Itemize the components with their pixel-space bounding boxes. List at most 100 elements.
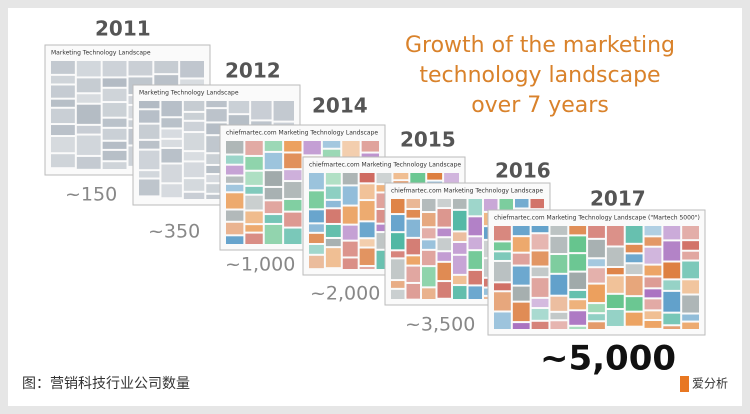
logo-block	[154, 75, 179, 88]
logo-block	[625, 264, 643, 275]
logo-block	[325, 200, 341, 208]
logo-block	[494, 242, 511, 251]
logo-block	[183, 162, 205, 178]
logo-block	[663, 313, 681, 325]
caption: 图：营销科技行业公司数量	[22, 376, 190, 392]
logo-block	[625, 297, 643, 311]
logo-block	[606, 226, 624, 246]
logo-block	[251, 101, 272, 120]
count-label: ~5,000	[540, 339, 676, 379]
logo-block	[264, 201, 283, 214]
logo-block	[484, 199, 498, 211]
logo-block	[76, 94, 101, 103]
logo-block	[309, 233, 324, 243]
logo-block	[102, 162, 127, 169]
logo-block	[512, 266, 530, 285]
logo-block	[102, 103, 127, 117]
logo-block	[309, 255, 324, 269]
logo-block	[422, 213, 436, 227]
logo-block	[102, 128, 127, 140]
logo-block	[515, 199, 529, 208]
logo-block	[284, 153, 302, 169]
logo-block	[161, 148, 182, 163]
logo-block	[606, 309, 624, 326]
logo-block	[453, 232, 467, 241]
logo-block	[644, 321, 662, 328]
logo-block	[494, 312, 511, 329]
logo-block	[359, 201, 375, 221]
logo-block	[550, 236, 568, 254]
logo-block	[226, 141, 244, 154]
logo-block	[322, 141, 341, 148]
logo-block	[76, 104, 101, 124]
logo-block	[342, 241, 358, 257]
logo-block	[550, 321, 568, 329]
logo-block	[512, 253, 530, 265]
year-label: 2014	[312, 94, 368, 118]
logo-block	[342, 225, 358, 240]
logo-block	[588, 259, 605, 267]
logo-block	[226, 236, 244, 244]
logo-block	[569, 311, 587, 325]
logo-block	[226, 193, 244, 209]
logo-block	[342, 173, 358, 185]
logo-block	[206, 165, 227, 174]
logo-block	[391, 199, 405, 214]
logo-block	[512, 302, 530, 322]
logo-block	[531, 278, 549, 297]
logo-block	[245, 195, 263, 210]
logo-block	[325, 186, 341, 199]
logo-block	[406, 266, 420, 282]
logo-block	[76, 61, 101, 77]
thumbnail-header: Marketing Technology Landscape	[139, 90, 239, 97]
logo-block	[376, 173, 392, 184]
logo-block	[550, 274, 568, 295]
logo-block	[406, 199, 420, 208]
logo-block	[139, 124, 160, 139]
logo-block	[359, 266, 375, 269]
logo-block	[325, 248, 341, 268]
logo-block	[663, 326, 681, 329]
logo-block	[361, 141, 379, 152]
logo-block	[245, 186, 263, 194]
logo-block	[530, 199, 544, 209]
logo-block	[264, 141, 283, 151]
logo-block	[76, 125, 101, 134]
logo-block	[453, 210, 467, 231]
year-label: 2015	[400, 128, 456, 152]
logo-block	[139, 179, 160, 196]
logo-block	[682, 261, 699, 279]
logo-block	[406, 219, 420, 237]
logo-block	[468, 237, 482, 250]
logo-block	[644, 265, 662, 276]
logo-block	[183, 133, 205, 151]
logo-block	[588, 239, 605, 258]
logo-block	[226, 176, 244, 183]
logo-block	[625, 244, 643, 253]
logo-block	[644, 277, 662, 288]
logo-block	[325, 238, 341, 247]
logo-block	[309, 210, 324, 223]
logo-block	[391, 251, 405, 258]
logo-block	[245, 211, 263, 224]
logo-block	[154, 61, 179, 74]
logo-block	[102, 141, 127, 149]
logo-block	[359, 239, 375, 247]
logo-block	[309, 173, 324, 190]
logo-block	[76, 78, 101, 93]
logo-block	[588, 304, 605, 313]
logo-block	[391, 281, 405, 288]
logo-block	[663, 280, 681, 290]
logo-block	[606, 268, 624, 275]
logo-block	[453, 242, 467, 254]
logo-block	[588, 314, 605, 321]
logo-block	[51, 108, 75, 124]
logo-block	[531, 298, 549, 308]
logo-block	[264, 224, 283, 244]
logo-block	[406, 283, 420, 299]
logo-block	[569, 300, 587, 310]
logo-block	[437, 262, 451, 281]
logo-block	[437, 282, 451, 298]
logo-block	[406, 238, 420, 255]
